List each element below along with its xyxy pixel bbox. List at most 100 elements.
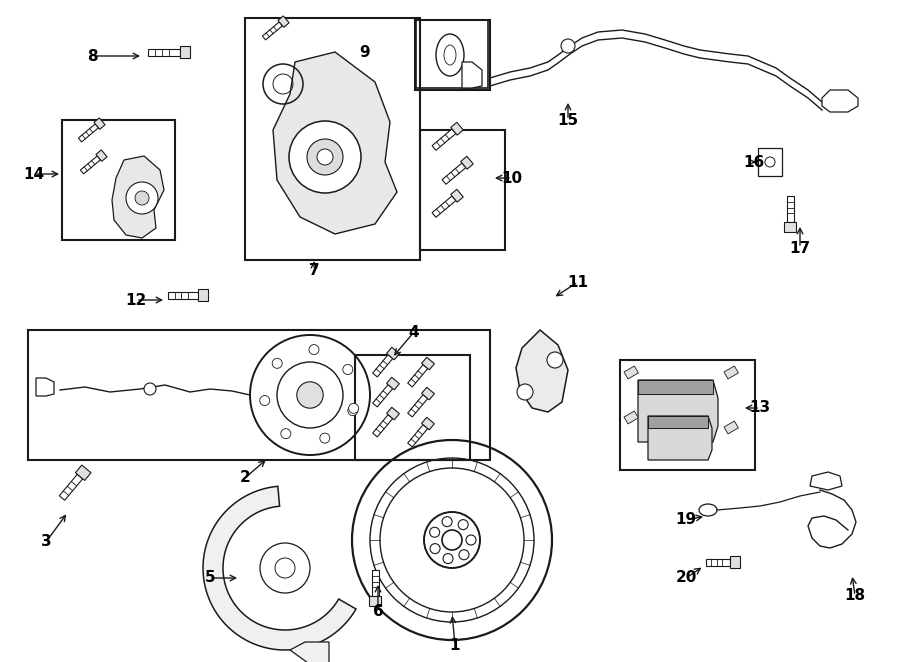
Polygon shape <box>278 16 289 27</box>
Polygon shape <box>369 596 381 606</box>
Circle shape <box>317 149 333 165</box>
Polygon shape <box>648 416 708 428</box>
Bar <box>415 20 490 90</box>
Circle shape <box>765 157 775 167</box>
Polygon shape <box>263 22 283 40</box>
Circle shape <box>517 384 533 400</box>
Text: 14: 14 <box>23 167 45 181</box>
Text: 16: 16 <box>743 154 765 169</box>
Text: 11: 11 <box>568 275 589 289</box>
Circle shape <box>547 352 563 368</box>
Circle shape <box>459 549 469 560</box>
Circle shape <box>126 182 158 214</box>
Polygon shape <box>648 416 712 460</box>
Bar <box>28 330 490 460</box>
Polygon shape <box>373 355 392 377</box>
Polygon shape <box>373 385 392 407</box>
Polygon shape <box>408 425 427 447</box>
Circle shape <box>561 39 575 53</box>
Text: 5: 5 <box>204 571 215 585</box>
Polygon shape <box>421 417 435 430</box>
Polygon shape <box>408 365 427 387</box>
Polygon shape <box>787 196 794 222</box>
Text: 10: 10 <box>501 171 523 185</box>
Circle shape <box>442 516 452 527</box>
Circle shape <box>275 558 295 578</box>
Text: 12: 12 <box>125 293 147 308</box>
Polygon shape <box>706 559 730 565</box>
Polygon shape <box>180 46 190 58</box>
Circle shape <box>281 429 291 439</box>
Text: 17: 17 <box>789 240 811 256</box>
Polygon shape <box>638 380 713 394</box>
Bar <box>420 130 505 250</box>
Text: 13: 13 <box>750 401 770 416</box>
Circle shape <box>307 139 343 175</box>
Circle shape <box>347 406 358 416</box>
Polygon shape <box>80 156 101 174</box>
Bar <box>416 20 488 88</box>
Circle shape <box>429 527 439 538</box>
Text: 15: 15 <box>557 113 579 128</box>
Polygon shape <box>148 48 180 56</box>
Circle shape <box>466 535 476 545</box>
Polygon shape <box>810 472 842 490</box>
Polygon shape <box>408 395 427 417</box>
Circle shape <box>297 382 323 408</box>
Text: 7: 7 <box>309 263 320 277</box>
Polygon shape <box>638 380 718 442</box>
Polygon shape <box>198 289 208 301</box>
Text: 20: 20 <box>675 571 697 585</box>
Polygon shape <box>36 378 54 396</box>
Polygon shape <box>76 465 91 481</box>
Polygon shape <box>59 474 83 500</box>
Circle shape <box>309 345 319 355</box>
Bar <box>724 366 738 379</box>
Polygon shape <box>203 487 356 650</box>
Polygon shape <box>94 118 105 129</box>
Polygon shape <box>372 570 379 596</box>
Polygon shape <box>451 122 464 135</box>
Polygon shape <box>96 150 107 162</box>
Polygon shape <box>432 196 455 217</box>
Bar <box>724 421 738 434</box>
Polygon shape <box>373 414 392 437</box>
Polygon shape <box>387 407 400 420</box>
Polygon shape <box>432 129 455 150</box>
Text: 1: 1 <box>450 638 460 653</box>
Text: 8: 8 <box>86 48 97 64</box>
Circle shape <box>458 520 468 530</box>
Ellipse shape <box>699 504 717 516</box>
Circle shape <box>260 396 270 406</box>
Polygon shape <box>451 189 464 202</box>
Circle shape <box>348 403 358 413</box>
Polygon shape <box>822 90 858 112</box>
Circle shape <box>135 191 149 205</box>
Polygon shape <box>78 124 98 142</box>
Polygon shape <box>516 330 568 412</box>
Polygon shape <box>273 52 397 234</box>
Circle shape <box>272 358 283 368</box>
Text: 9: 9 <box>360 44 370 60</box>
Polygon shape <box>421 357 435 370</box>
Circle shape <box>442 530 462 550</box>
Polygon shape <box>387 377 400 390</box>
Bar <box>245 18 420 260</box>
Circle shape <box>443 553 453 563</box>
Text: 3: 3 <box>40 534 51 549</box>
Bar <box>624 366 638 379</box>
Text: 6: 6 <box>373 604 383 620</box>
Circle shape <box>430 544 440 553</box>
Circle shape <box>320 433 329 443</box>
Polygon shape <box>168 291 198 299</box>
Polygon shape <box>730 556 740 568</box>
Text: 4: 4 <box>409 324 419 340</box>
Bar <box>620 360 755 470</box>
Polygon shape <box>462 62 482 88</box>
Circle shape <box>289 121 361 193</box>
Polygon shape <box>290 642 329 662</box>
Polygon shape <box>387 348 400 360</box>
Polygon shape <box>784 222 796 232</box>
Polygon shape <box>112 156 164 238</box>
Circle shape <box>144 383 156 395</box>
